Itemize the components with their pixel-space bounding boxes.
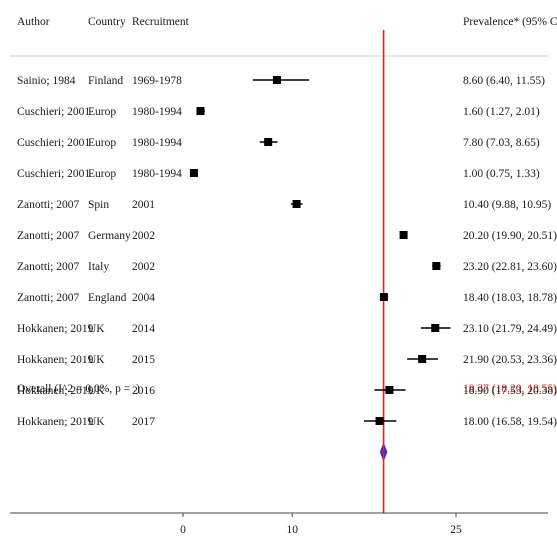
study-country: UK (88, 416, 105, 428)
study-point-marker (432, 262, 441, 270)
study-point-marker (418, 355, 427, 363)
study-point-marker (379, 293, 388, 301)
study-recruitment: 2017 (132, 416, 155, 428)
study-author: Cuschieri; 2001 (17, 168, 90, 180)
study-author: Sainio; 1984 (17, 75, 76, 87)
study-country: Spin (88, 199, 109, 211)
x-tick-label: 25 (450, 524, 462, 536)
study-estimate-label: 18.00 (16.58, 19.54) (463, 416, 557, 428)
study-country: England (88, 292, 127, 304)
study-recruitment: 1969-1978 (132, 75, 182, 87)
study-row: Sainio; 1984 Finland 1969-1978 8.60 (6.40, … (17, 75, 545, 87)
x-axis-ticks: 0 10 25 (180, 513, 462, 536)
x-tick-label: 0 (180, 524, 186, 536)
study-estimate-label: 18.90 (17.53, 20.38) (463, 385, 557, 397)
study-author: Hokkanen; 2019 (17, 416, 94, 428)
study-estimate-label: 21.90 (20.53, 23.36) (463, 354, 557, 366)
study-point-marker (399, 231, 408, 239)
study-estimate-label: 20.20 (19.90, 20.51) (463, 230, 557, 242)
study-estimate-label: 18.40 (18.03, 18.78) (463, 292, 557, 304)
study-recruitment: 2002 (132, 230, 155, 242)
study-estimate-label: 10.40 (9.88, 10.95) (463, 199, 551, 211)
study-country: Germany (88, 230, 131, 242)
study-estimate-label: 8.60 (6.40, 11.55) (463, 75, 545, 87)
study-author: Cuschieri; 2001 (17, 106, 90, 118)
study-estimate-label: 1.00 (0.75, 1.33) (463, 168, 540, 180)
study-row: Zanotti; 2007 Germany 2002 20.20 (19.90, 20… (17, 230, 557, 242)
study-estimate-label: 7.80 (7.03, 8.65) (463, 137, 540, 149)
study-recruitment: 1980-1994 (132, 106, 182, 118)
study-row: Zanotti; 2007 Italy 2002 23.20 (22.81, 23.6… (17, 261, 557, 273)
study-point-marker (196, 107, 205, 115)
study-recruitment: 1980-1994 (132, 137, 182, 149)
study-recruitment: 1980-1994 (132, 168, 182, 180)
study-author: Hokkanen; 2019 (17, 385, 94, 397)
study-estimate-label: 23.20 (22.81, 23.60) (463, 261, 557, 273)
header-author: Author (17, 16, 50, 28)
study-recruitment: 2016 (132, 385, 155, 397)
study-point-marker (272, 76, 281, 84)
study-country: UK (88, 323, 105, 335)
study-point-marker (292, 200, 301, 208)
study-country: Europ (88, 168, 116, 180)
study-recruitment: 2001 (132, 199, 155, 211)
study-recruitment: 2015 (132, 354, 155, 366)
header-recruitment: Recruitment (132, 16, 190, 28)
study-country: UK (88, 354, 105, 366)
study-author: Zanotti; 2007 (17, 292, 80, 304)
study-author: Hokkanen; 2019 (17, 323, 94, 335)
study-point-marker (264, 138, 273, 146)
study-author: Hokkanen; 2019 (17, 354, 94, 366)
study-recruitment: 2014 (132, 323, 155, 335)
study-point-marker (431, 324, 440, 332)
study-country: Finland (88, 75, 123, 87)
study-point-marker (385, 386, 394, 394)
study-row: Zanotti; 2007 Spin 2001 10.40 (9.88, 10.95) (17, 199, 551, 211)
study-author: Zanotti; 2007 (17, 230, 80, 242)
header-country: Country (88, 16, 126, 28)
study-rows: Sainio; 1984 Finland 1969-1978 8.60 (6.40, … (17, 75, 557, 428)
study-recruitment: 2002 (132, 261, 155, 273)
study-row: Zanotti; 2007 England 2004 18.40 (18.03, 18… (17, 292, 557, 304)
study-country: Italy (88, 261, 109, 273)
study-country: Europ (88, 106, 116, 118)
study-point-marker (375, 417, 384, 425)
header-estimate: Prevalence* (95% CI) (463, 16, 557, 28)
overall-ci-label: 18.37 (18.20, 18.55) (463, 383, 557, 395)
study-country: UK (88, 385, 105, 397)
study-point-marker (189, 169, 198, 177)
study-author: Zanotti; 2007 (17, 199, 80, 211)
study-estimate-label: 1.60 (1.27, 2.01) (463, 106, 540, 118)
study-author: Zanotti; 2007 (17, 261, 80, 273)
overall-label: Overall (I^2 = 0.0%, p = .) (17, 383, 140, 395)
study-author: Cuschieri; 2001 (17, 137, 90, 149)
x-tick-label: 10 (286, 524, 298, 536)
study-estimate-label: 23.10 (21.79, 24.49) (463, 323, 557, 335)
study-recruitment: 2004 (132, 292, 155, 304)
study-country: Europ (88, 137, 116, 149)
